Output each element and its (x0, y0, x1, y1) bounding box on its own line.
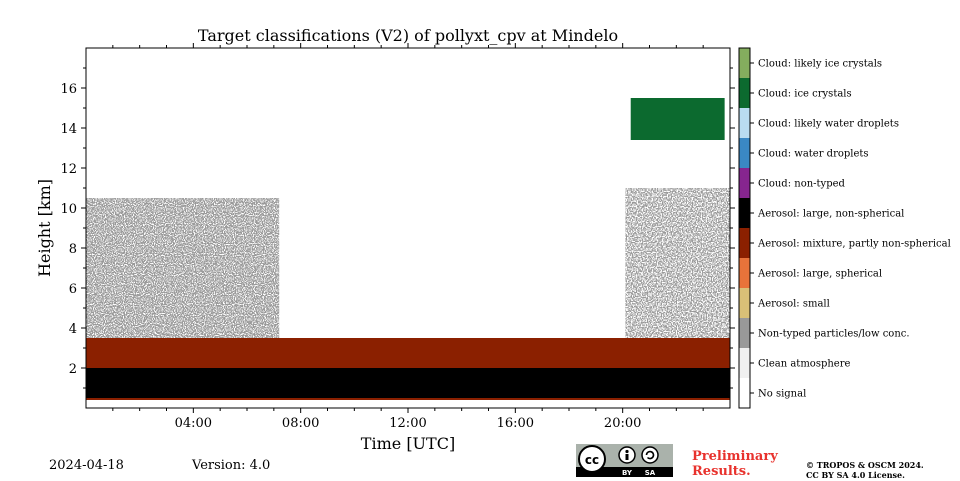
colorbar-label: Cloud: likely water droplets (758, 119, 899, 130)
cc-icon (578, 445, 606, 473)
svg-text:BY: BY (622, 469, 633, 477)
colorbar-label: Aerosol: large, non-spherical (757, 209, 904, 220)
y-tick-label: 8 (69, 242, 77, 257)
y-tick-label: 6 (69, 282, 77, 297)
y-tick-label: 12 (60, 162, 77, 177)
colorbar-swatch (739, 48, 750, 78)
colorbar-label: Clean atmosphere (758, 359, 851, 370)
svg-text:cc: cc (585, 453, 599, 467)
y-tick-label: 2 (69, 362, 77, 377)
class-region-5 (630, 98, 725, 140)
version-label: Version: 4.0 (192, 458, 271, 473)
colorbar-label: Cloud: non-typed (758, 179, 846, 190)
colorbar-swatch (739, 168, 750, 198)
svg-text:SA: SA (645, 469, 656, 477)
chart-title: Target classifications (V2) of pollyxt_c… (198, 26, 618, 45)
colorbar-frame (738, 47, 751, 409)
colorbar-label: No signal (758, 389, 806, 400)
date-label: 2024-04-18 (49, 458, 124, 473)
colorbar-swatch (739, 138, 750, 168)
y-tick-label: 10 (60, 202, 77, 217)
colorbar-swatch (739, 258, 750, 288)
colorbar-label: Aerosol: large, spherical (757, 269, 882, 280)
colorbar-swatch (739, 378, 750, 408)
speckle-left (86, 198, 280, 338)
colorbar-swatch (739, 228, 750, 258)
x-axis: 04:00 08:00 12:00 16:00 20:00 (112, 43, 704, 431)
x-tick-label: 08:00 (282, 416, 319, 431)
plot-area (86, 48, 730, 408)
x-tick-label: 04:00 (175, 416, 212, 431)
preliminary-results-note: Preliminary Results. (692, 449, 778, 479)
y-tick-label: 4 (69, 322, 77, 337)
colorbar: No signal Clean atmosphere Non-typed parti… (738, 47, 951, 409)
colorbar-swatch (739, 318, 750, 348)
colorbar-swatch (739, 78, 750, 108)
x-axis-label: Time [UTC] (361, 434, 455, 453)
colorbar-label: Cloud: ice crystals (758, 89, 852, 100)
colorbar-swatch (739, 198, 750, 228)
colorbar-swatch (739, 348, 750, 378)
colorbar-label: Aerosol: small (757, 299, 830, 310)
colorbar-swatch (739, 108, 750, 138)
colorbar-label: Non-typed particles/low conc. (758, 329, 910, 340)
x-tick-label: 12:00 (389, 416, 426, 431)
speckle-right (625, 188, 730, 338)
copyright-note: © TROPOS & OSCM 2024. CC BY SA 4.0 Licen… (806, 460, 924, 480)
cc-by-sa-badge: cc BY SA (576, 444, 673, 477)
class-region-4 (86, 368, 730, 398)
colorbar-label: Cloud: likely ice crystals (758, 59, 882, 70)
sa-share-icon (641, 446, 659, 464)
x-tick-label: 16:00 (497, 416, 534, 431)
y-axis: 2 4 6 8 10 12 14 16 (60, 67, 735, 389)
y-axis-label: Height [km] (35, 179, 54, 277)
colorbar-label: Cloud: water droplets (758, 149, 869, 160)
x-tick-label: 20:00 (604, 416, 641, 431)
colorbar-swatch (739, 288, 750, 318)
colorbar-label: Aerosol: mixture, partly non-spherical (757, 239, 951, 250)
y-tick-label: 14 (60, 122, 77, 137)
y-tick-label: 16 (60, 82, 77, 97)
speckle-layer (86, 188, 730, 338)
